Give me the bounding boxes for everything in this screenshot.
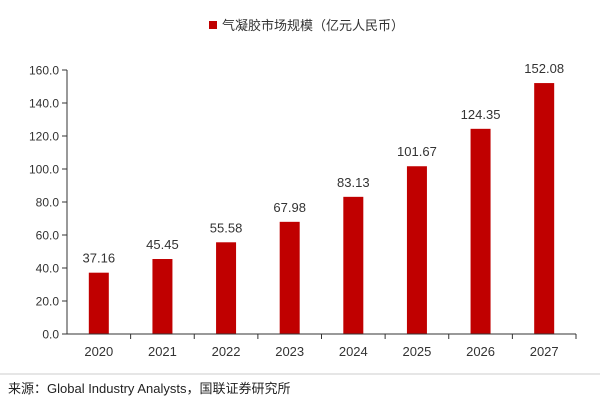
bar bbox=[152, 259, 173, 334]
data-label: 55.58 bbox=[210, 220, 243, 235]
data-label: 67.98 bbox=[273, 200, 306, 215]
bar bbox=[406, 166, 427, 334]
data-label: 101.67 bbox=[397, 144, 437, 159]
y-tick-label: 160.0 bbox=[29, 64, 59, 78]
bar bbox=[343, 196, 364, 334]
source-note: 来源：Global Industry Analysts，国联证券研究所 bbox=[8, 381, 291, 396]
x-tick-label: 2021 bbox=[148, 344, 177, 359]
x-tick-label: 2022 bbox=[212, 344, 241, 359]
bars bbox=[88, 83, 555, 335]
x-tick-label: 2023 bbox=[275, 344, 304, 359]
y-tick-label: 60.0 bbox=[36, 229, 60, 243]
bar bbox=[279, 221, 300, 334]
x-axis: 2020 2021 2022 2023 2024 2025 2026 2027 bbox=[84, 334, 577, 359]
data-label: 83.13 bbox=[337, 175, 370, 190]
x-tick-label: 2020 bbox=[84, 344, 113, 359]
data-label: 45.45 bbox=[146, 237, 179, 252]
y-tick-label: 20.0 bbox=[36, 295, 60, 309]
y-tick-label: 140.0 bbox=[29, 97, 59, 111]
y-tick-label: 0.0 bbox=[42, 328, 59, 342]
data-label: 37.16 bbox=[83, 251, 116, 266]
x-tick-label: 2027 bbox=[530, 344, 559, 359]
bar bbox=[88, 272, 109, 334]
data-label: 152.08 bbox=[524, 61, 564, 76]
legend-swatch bbox=[209, 21, 217, 29]
data-label: 124.35 bbox=[461, 107, 501, 122]
y-tick-label: 120.0 bbox=[29, 130, 59, 144]
data-labels: 37.16 45.45 55.58 67.98 83.13 101.67 124.35 152… bbox=[83, 61, 565, 266]
y-tick-label: 80.0 bbox=[36, 196, 60, 210]
x-tick-label: 2024 bbox=[339, 344, 368, 359]
bar bbox=[534, 83, 555, 335]
axes-lines bbox=[66, 70, 576, 335]
y-tick-label: 100.0 bbox=[29, 163, 59, 177]
x-tick-label: 2026 bbox=[466, 344, 495, 359]
bar bbox=[470, 128, 491, 334]
bar bbox=[216, 242, 237, 334]
y-axis: 0.0 20.0 40.0 60.0 80.0 100.0 120.0 140.0 160.0 bbox=[29, 64, 67, 342]
y-tick-label: 40.0 bbox=[36, 262, 60, 276]
legend-label: 气凝胶市场规模（亿元人民币） bbox=[222, 18, 404, 33]
legend: 气凝胶市场规模（亿元人民币） bbox=[209, 18, 404, 33]
x-tick-label: 2025 bbox=[402, 344, 431, 359]
